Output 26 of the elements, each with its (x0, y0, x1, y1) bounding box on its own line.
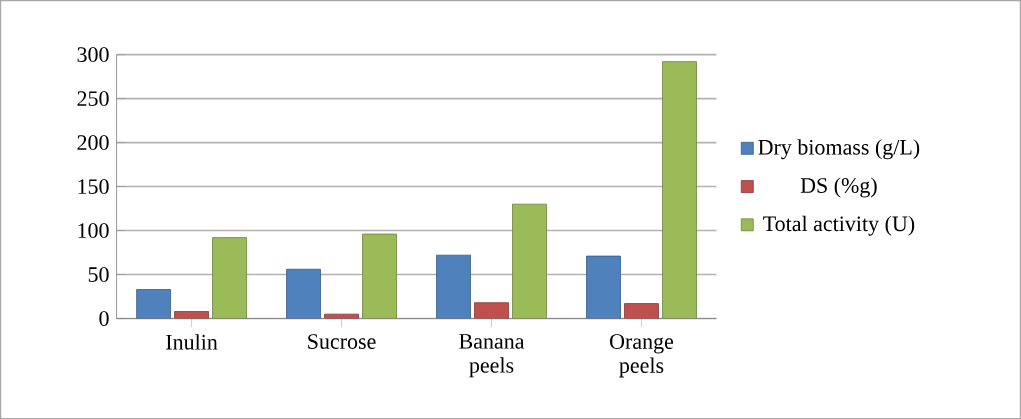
y-tick-label: 0 (99, 311, 109, 326)
y-tick-label: 300 (77, 47, 109, 62)
x-tick-label: Banana peels (459, 334, 525, 378)
y-tick-label: 200 (77, 135, 109, 150)
y-tick-label: 100 (78, 223, 109, 238)
x-tick-label: Sucrose (308, 334, 376, 349)
bar (436, 254, 471, 319)
bar (624, 303, 659, 319)
bar (286, 268, 321, 319)
bar (662, 61, 697, 319)
bar (474, 302, 509, 319)
y-tick-label: 50 (88, 267, 109, 282)
bar (136, 289, 171, 319)
bar (512, 203, 547, 319)
bar (324, 313, 359, 319)
x-tick-label: Orange peels (610, 334, 674, 378)
x-tick-label: Inulin (166, 334, 218, 350)
bar (212, 237, 247, 319)
bar (586, 255, 621, 319)
legend-label: Total activity (U) (763, 215, 915, 236)
bar (174, 311, 209, 319)
legend-label: DS (%g) (800, 177, 877, 198)
y-tick-label: 250 (77, 91, 109, 106)
y-tick-label: 150 (78, 179, 109, 194)
bar (362, 233, 397, 319)
legend-label: Dry biomass (g/L) (758, 139, 920, 160)
